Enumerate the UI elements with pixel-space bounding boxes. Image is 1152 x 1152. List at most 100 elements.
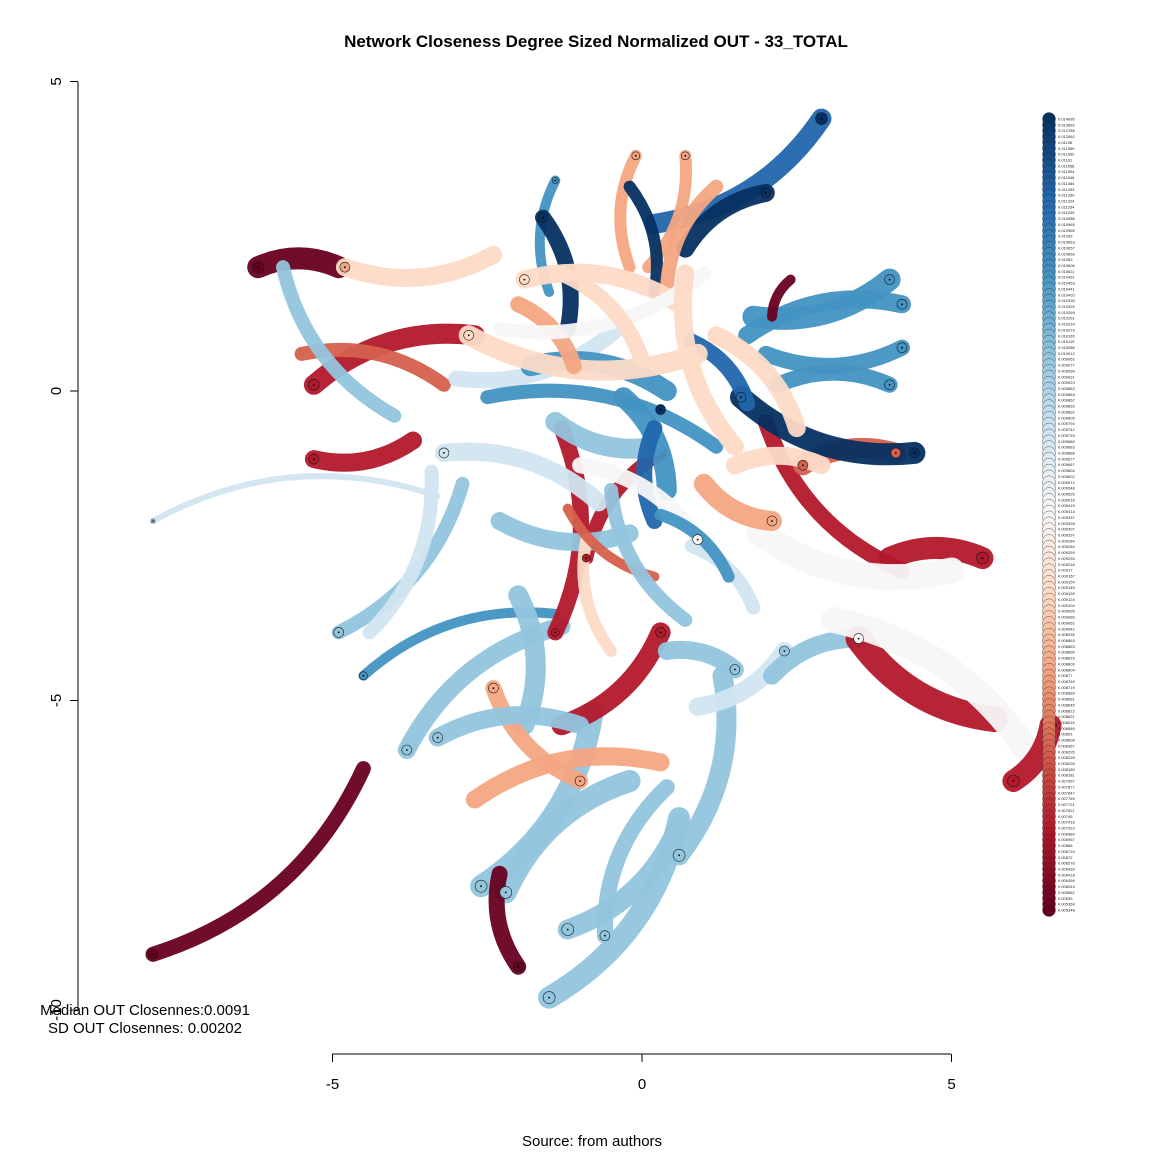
network-edge — [335, 245, 503, 287]
legend-label: 0.009124 — [1058, 597, 1075, 602]
legend-label: 0.010339 — [1058, 298, 1075, 303]
legend-label: 0.010086 — [1058, 345, 1075, 350]
legend-label: 0.011049 — [1058, 210, 1075, 215]
legend-label: 0.009677 — [1058, 456, 1075, 461]
network-edge — [845, 625, 1008, 733]
network-edge — [488, 865, 527, 975]
y-tick-label: -5 — [48, 694, 65, 707]
network-edge — [657, 640, 744, 679]
network-edge — [362, 464, 439, 640]
network-edge — [659, 179, 724, 299]
plot-area — [145, 108, 1062, 1009]
median-closeness-text: Median OUT Closennes:0.0091 — [40, 1002, 250, 1019]
legend-label: 0.007769 — [1058, 796, 1075, 801]
legend-label: 0.014095 — [1058, 117, 1075, 122]
legend-label: 0.007967 — [1058, 779, 1075, 784]
legend-label: 0.010611 — [1058, 269, 1075, 274]
network-edge — [738, 290, 911, 345]
legend-label: 0.008681 — [1058, 697, 1075, 702]
legend-label: 0.009548 — [1058, 486, 1075, 491]
network-edge — [553, 265, 650, 369]
legend-label: 0.008621 — [1058, 714, 1075, 719]
node-center-dot — [566, 928, 569, 931]
network-edge — [150, 473, 441, 524]
legend-label: 0.010461 — [1058, 275, 1075, 280]
legend-label: 0.008804 — [1058, 667, 1075, 672]
network-edge — [725, 446, 831, 475]
legend-label: 0.008645 — [1058, 702, 1075, 707]
legend-label: 0.009602 — [1058, 474, 1075, 479]
node-center-dot — [696, 538, 699, 541]
legend-label: 0.009794 — [1058, 421, 1075, 426]
sd-closeness-text: SD OUT Closennes: 0.00202 — [48, 1020, 242, 1037]
legend-label: 0.010119 — [1058, 339, 1075, 344]
legend-label: 0.008622 — [1058, 708, 1075, 713]
legend-label: 0.01161 — [1058, 158, 1073, 163]
legend-label: 0.011632 — [1058, 152, 1075, 157]
legend-label: 0.007521 — [1058, 808, 1075, 813]
legend-label: 0.006578 — [1058, 861, 1075, 866]
legend-label: 0.009337 — [1058, 515, 1075, 520]
legend-label: 0.008589 — [1058, 726, 1075, 731]
legend-label: 0.01196 — [1058, 140, 1073, 145]
legend-label: 0.009832 — [1058, 410, 1075, 415]
node-center-dot — [152, 520, 154, 522]
legend-label: 0.008689 — [1058, 691, 1075, 696]
legend-label: 0.012766 — [1058, 128, 1075, 133]
node-center-dot — [764, 192, 767, 194]
chart-title: Network Closeness Degree Sized Normalize… — [344, 32, 848, 51]
x-axis: -5 0 5 — [326, 1053, 956, 1093]
legend-label: 0.010223 — [1058, 327, 1075, 332]
legend-label: 0.00539 — [1058, 896, 1073, 901]
network-edge — [693, 473, 782, 531]
y-axis: 5 0 -5 -10 — [48, 77, 79, 1021]
legend-label: 0.008226 — [1058, 761, 1075, 766]
legend-swatch — [1042, 903, 1056, 917]
x-tick-label: -5 — [326, 1076, 339, 1093]
legend-label: 0.011339 — [1058, 193, 1075, 198]
network-edge — [480, 383, 724, 454]
node-center-dot — [579, 780, 581, 782]
legend-label: 0.009284 — [1058, 538, 1075, 543]
network-edge — [636, 420, 663, 529]
legend-label: 0.009572 — [1058, 480, 1075, 485]
legend-label: 0.012062 — [1058, 134, 1075, 139]
network-edge — [304, 431, 422, 472]
legend-label: 0.008863 — [1058, 644, 1075, 649]
node-center-dot — [257, 266, 260, 269]
legend-label: 0.009128 — [1058, 591, 1075, 596]
node-center-dot — [554, 179, 557, 182]
node-center-dot — [337, 631, 340, 634]
legend-label: 0.009284 — [1058, 544, 1075, 549]
node-center-dot — [313, 383, 315, 386]
legend-label: 0.005962 — [1058, 890, 1075, 895]
node-center-dot — [152, 953, 154, 956]
legend-label: 0.009154 — [1058, 579, 1075, 584]
network-edge — [596, 779, 675, 944]
network-edge — [676, 183, 775, 258]
legend-label: 0.009952 — [1058, 357, 1075, 362]
network-edge — [604, 483, 693, 627]
legend-label: 0.008856 — [1058, 650, 1075, 655]
legend-label: 0.009042 — [1058, 626, 1075, 631]
node-center-dot — [659, 408, 662, 411]
legend-label: 0.007418 — [1058, 820, 1075, 825]
legend-label: 0.006399 — [1058, 878, 1075, 883]
node-center-dot — [894, 452, 897, 454]
legend-label: 0.008189 — [1058, 767, 1075, 772]
network-edge — [878, 536, 994, 570]
legend-label: 0.009216 — [1058, 562, 1075, 567]
legend-label: 0.00917 — [1058, 568, 1073, 573]
legend-label: 0.008809 — [1058, 661, 1075, 666]
network-edge — [508, 585, 546, 736]
legend-label: 0.009415 — [1058, 503, 1075, 508]
node-center-dot — [678, 854, 680, 857]
network-edge — [820, 607, 1052, 782]
legend-label: 0.005369 — [1058, 902, 1075, 907]
node-center-dot — [734, 668, 736, 671]
source-caption: Source: from authors — [522, 1133, 662, 1150]
network-edge — [485, 680, 589, 789]
node-center-dot — [585, 557, 588, 559]
legend-label: 0.009733 — [1058, 433, 1075, 438]
legend-label: 0.010402 — [1058, 292, 1075, 297]
